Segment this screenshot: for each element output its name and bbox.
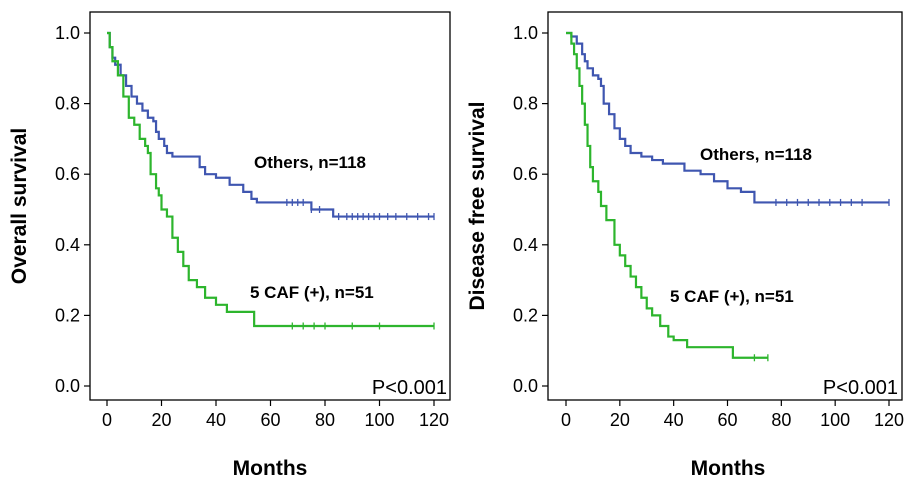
p-value: P<0.001 <box>823 377 898 399</box>
others-label: Others, n=118 <box>254 153 366 172</box>
x-tick-label: 60 <box>260 410 280 430</box>
x-tick-label: 40 <box>664 410 684 430</box>
caf-label: 5 CAF (+), n=51 <box>250 283 374 302</box>
y-tick-label: 0.0 <box>55 376 80 396</box>
y-tick-label: 0.0 <box>513 376 538 396</box>
x-tick-label: 0 <box>561 410 571 430</box>
x-tick-label: 120 <box>419 410 449 430</box>
overall-survival-panel: 0 20 40 60 80 100 120 0.0 0.2 0.4 0.6 0.8 1.0 Overal… <box>8 11 451 480</box>
survival-curve <box>566 31 889 204</box>
y-axis-title: Disease free survival <box>466 102 489 311</box>
series-layer <box>566 31 890 362</box>
x-axis-title: Months <box>233 457 308 480</box>
y-tick-label: 1.0 <box>55 23 80 43</box>
y-tick-label: 0.6 <box>55 164 80 184</box>
survival-curve <box>566 31 768 359</box>
plot-frame <box>89 11 451 401</box>
plot-frame <box>547 11 903 401</box>
y-tick-label: 0.8 <box>55 94 80 114</box>
x-tick-label: 20 <box>610 410 630 430</box>
axis-ticks: 0 20 40 60 80 100 120 0.0 0.2 0.4 0.6 0.8 1.0 <box>513 23 904 430</box>
x-axis-title: Months <box>691 457 766 480</box>
y-axis-title: Overall survival <box>8 128 31 284</box>
y-tick-label: 0.4 <box>55 235 80 255</box>
y-tick-label: 0.4 <box>513 235 538 255</box>
x-tick-label: 0 <box>102 410 112 430</box>
x-tick-label: 80 <box>315 410 335 430</box>
x-tick-label: 60 <box>717 410 737 430</box>
others-label: Others, n=118 <box>700 145 812 164</box>
x-tick-label: 80 <box>771 410 791 430</box>
survival-curve <box>107 31 434 328</box>
y-tick-label: 0.6 <box>513 164 538 184</box>
p-value: P<0.001 <box>372 377 447 399</box>
x-tick-label: 100 <box>820 410 850 430</box>
y-tick-label: 0.8 <box>513 94 538 114</box>
x-tick-label: 100 <box>364 410 394 430</box>
x-tick-label: 20 <box>151 410 171 430</box>
x-tick-label: 40 <box>206 410 226 430</box>
caf-label: 5 CAF (+), n=51 <box>670 287 794 306</box>
axis-ticks: 0 20 40 60 80 100 120 0.0 0.2 0.4 0.6 0.8 1.0 <box>55 23 449 430</box>
y-tick-label: 0.2 <box>55 305 80 325</box>
series-layer <box>107 31 435 330</box>
y-tick-label: 0.2 <box>513 305 538 325</box>
disease-free-survival-panel: 0 20 40 60 80 100 120 0.0 0.2 0.4 0.6 0.8 1.0 Diseas… <box>466 11 904 480</box>
y-tick-label: 1.0 <box>513 23 538 43</box>
x-tick-label: 120 <box>874 410 904 430</box>
